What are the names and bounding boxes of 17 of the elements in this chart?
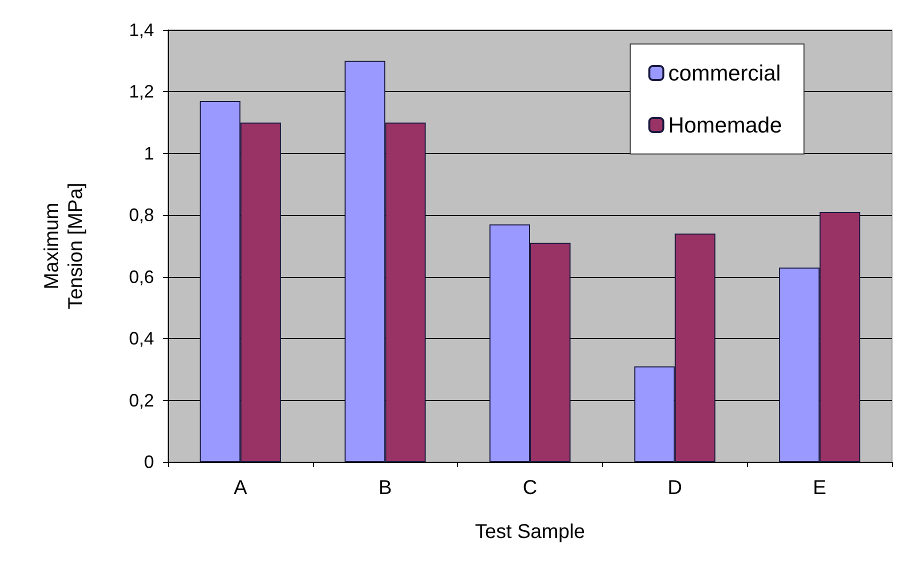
x-tick-label: A bbox=[234, 477, 248, 499]
y-tick-label: 0,6 bbox=[128, 266, 154, 287]
y-tick-label: 1 bbox=[144, 143, 154, 164]
x-tick-label: C bbox=[522, 477, 538, 499]
x-tick-label: B bbox=[378, 477, 392, 499]
y-tick-label: 0,2 bbox=[128, 390, 154, 410]
y-tick-label: 1,2 bbox=[128, 82, 154, 102]
legend-label: Homemade bbox=[668, 112, 782, 138]
y-tick-label: 0,8 bbox=[128, 205, 154, 226]
y-tick-label: 0 bbox=[144, 452, 154, 472]
x-axis-title: Test Sample bbox=[474, 521, 586, 543]
x-tick-label: E bbox=[812, 477, 826, 499]
y-tick-label: 1,4 bbox=[128, 20, 154, 40]
legend-label: commercial bbox=[668, 60, 781, 86]
y-tick-label: 0,4 bbox=[128, 328, 154, 349]
x-tick-label: D bbox=[668, 477, 682, 499]
y-axis-title: Maximum Tension [MPa] bbox=[41, 182, 87, 310]
